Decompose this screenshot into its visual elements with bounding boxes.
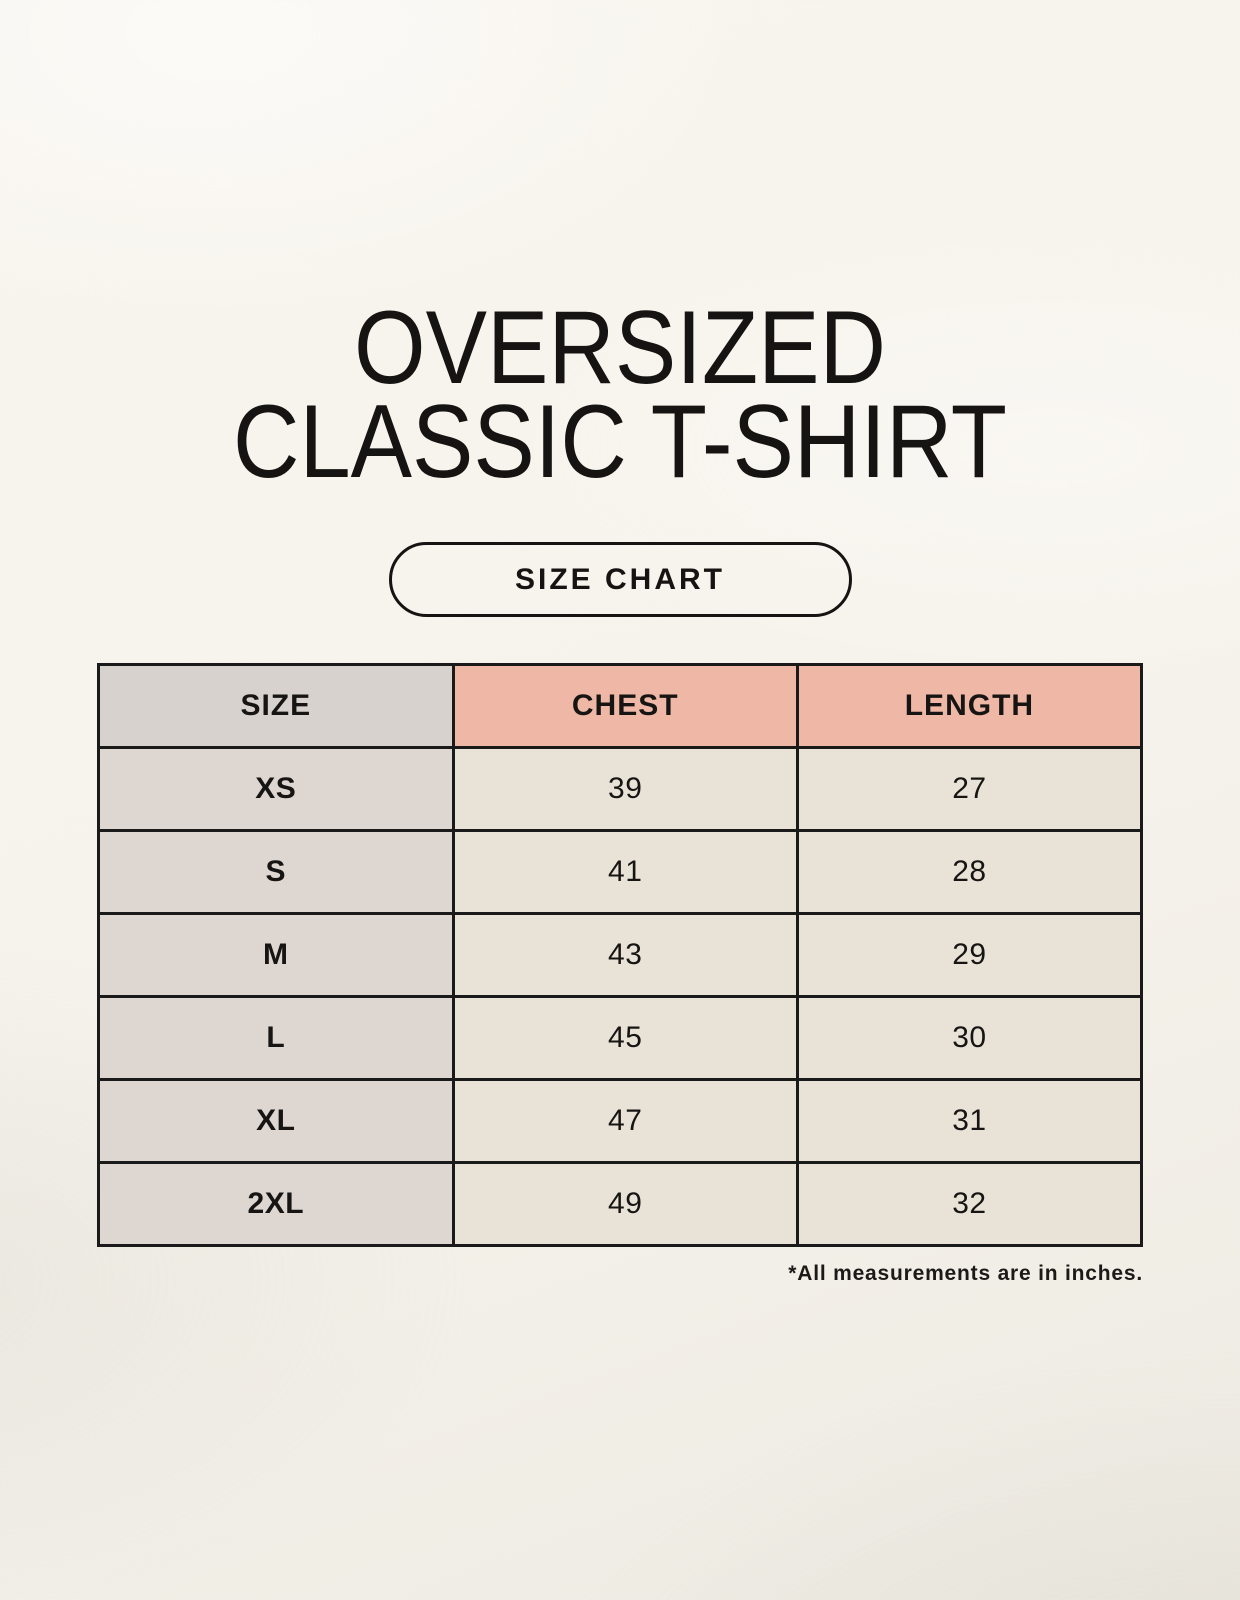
column-header-size: SIZE [97, 663, 455, 750]
size-chart-table: SIZE CHEST LENGTH XS 39 27 S 41 28 M 43 … [97, 663, 1144, 1248]
table-row: 2XL 49 32 [97, 1161, 1144, 1248]
length-value: 28 [795, 829, 1144, 916]
size-label: 2XL [97, 1161, 455, 1248]
measurements-footnote: *All measurements are in inches. [788, 1262, 1143, 1286]
chest-value: 49 [451, 1161, 799, 1248]
table-header-row: SIZE CHEST LENGTH [97, 663, 1144, 750]
chest-value: 39 [451, 746, 799, 833]
size-label: L [97, 995, 455, 1082]
chest-value: 45 [451, 995, 799, 1082]
table-row: M 43 29 [97, 912, 1144, 999]
size-label: XS [97, 746, 455, 833]
column-header-length: LENGTH [795, 663, 1144, 750]
size-label: M [97, 912, 455, 999]
length-value: 27 [795, 746, 1144, 833]
page-title: OVERSIZED CLASSIC T-SHIRT [71, 296, 1168, 494]
chest-value: 43 [451, 912, 799, 999]
size-chart-graphic: OVERSIZED CLASSIC T-SHIRT SIZE CHART SIZE… [0, 296, 1240, 1600]
size-chart-badge: SIZE CHART [388, 542, 852, 618]
size-label: S [97, 829, 455, 916]
length-value: 31 [795, 1078, 1144, 1165]
table-row: L 45 30 [97, 995, 1144, 1082]
column-header-chest: CHEST [451, 663, 799, 750]
page-title-line2: CLASSIC T-SHIRT [232, 383, 1008, 500]
length-value: 29 [795, 912, 1144, 999]
size-label: XL [97, 1078, 455, 1165]
chest-value: 47 [451, 1078, 799, 1165]
chest-value: 41 [451, 829, 799, 916]
table-row: XL 47 31 [97, 1078, 1144, 1165]
length-value: 32 [795, 1161, 1144, 1248]
page-title-line1: OVERSIZED [354, 290, 886, 406]
length-value: 30 [795, 995, 1144, 1082]
table-row: XS 39 27 [97, 746, 1144, 833]
size-chart-badge-label: SIZE CHART [515, 562, 725, 596]
table-row: S 41 28 [97, 829, 1144, 916]
